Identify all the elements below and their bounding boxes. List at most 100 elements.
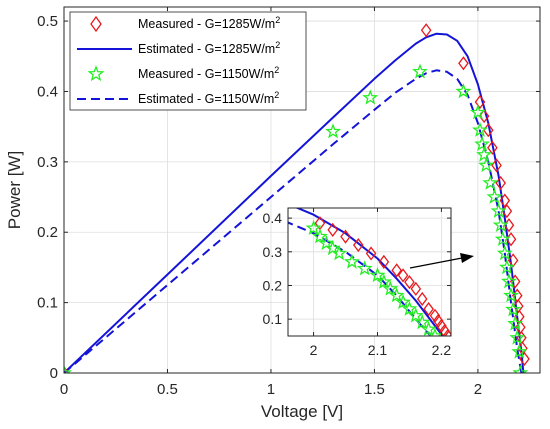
inset-measured-1150-point (395, 293, 411, 310)
main-measured-1150-point (472, 121, 488, 137)
legend-label-estimated-1150: Estimated - G=1150W/m2 (138, 90, 279, 106)
main-measured-1150-point (496, 244, 513, 261)
inset-measured-1150-point (407, 307, 424, 323)
legend-text: Estimated - G=1285W/m (138, 42, 275, 56)
inset-background (288, 208, 451, 336)
inset-measured-1150-point (388, 287, 405, 303)
main-measured-1285-point (458, 56, 469, 71)
main-x-tick-label: 0.5 (157, 381, 178, 398)
arrow-head (460, 253, 474, 263)
inset-measured-1150-point (369, 267, 386, 283)
inset-x-tick-label: 2.2 (432, 342, 452, 358)
legend-label-measured-1285: Measured - G=1285W/m2 (138, 15, 280, 31)
inset-measured-1150-point (427, 327, 443, 336)
legend-superscript: 2 (275, 40, 280, 50)
inset-x-tick-label: 2 (310, 342, 318, 358)
inset-measured-1285-point (353, 237, 364, 253)
inset-y-tick-label: 0.3 (263, 244, 283, 260)
main-measured-1150-point (511, 343, 528, 359)
main-measured-1150-point (412, 63, 428, 79)
inset-measured-1285-point (365, 246, 377, 261)
inset-measured-1150-point (128, 202, 140, 214)
main-measured-1150-point (507, 315, 524, 331)
main-measured-1150-point (478, 157, 495, 173)
main-measured-1285-point (487, 140, 498, 155)
main-series-group (64, 23, 530, 373)
inset-measured-1150-point (356, 260, 373, 276)
main-measured-1285-point (519, 351, 530, 367)
legend-box (69, 11, 307, 111)
inset-measured-1285-point (327, 222, 339, 237)
main-measured-1150-point (455, 83, 472, 99)
main-x-tick-label: 0 (60, 381, 68, 398)
y-axis-label: Power [W] (5, 151, 24, 229)
legend-item-measured-1285: Measured - G=1285W/m2 (90, 15, 280, 33)
main-y-tick-label: 0.1 (37, 295, 58, 312)
inset-y-tick-label: 0.2 (263, 277, 283, 293)
inset-measured-1285-point (340, 229, 351, 244)
main-measured-1150-point (482, 174, 499, 190)
main-x-tick-label: 1.5 (364, 381, 385, 398)
legend-superscript: 2 (274, 65, 279, 75)
inset-measured-1285-point (423, 301, 434, 317)
inset-grid (288, 208, 451, 336)
main-measured-1150-point (509, 329, 526, 345)
main-measured-1150-point (325, 123, 341, 139)
main-y-tick-label: 0.2 (37, 224, 58, 241)
main-measured-1150-point (498, 259, 515, 275)
inset-measured-1285-point (378, 254, 390, 269)
main-measured-1150-point (476, 146, 493, 162)
inset-measured-1285-point (391, 263, 402, 278)
inset-measured-1285-point (397, 268, 409, 283)
main-measured-1285-point (507, 253, 519, 268)
main-measured-1150-point (469, 104, 486, 120)
legend-text: Estimated - G=1150W/m (138, 92, 274, 106)
main-measured-1150-point (512, 364, 529, 373)
inset-x-tick-label: 2.1 (368, 342, 388, 358)
legend-diamond-marker (90, 15, 102, 33)
inset-measured-1285-point (439, 323, 450, 336)
legend-label-estimated-1285: Estimated - G=1285W/m2 (138, 40, 280, 56)
main-measured-1150-point (362, 89, 379, 105)
main-measured-1285-point (420, 23, 432, 38)
inset-y-tick-label: 0.4 (263, 210, 283, 226)
main-measured-1150-point (501, 273, 517, 289)
legend-text: Measured - G=1285W/m (138, 17, 275, 31)
inset-chart: 2 2.1 2.2 0.1 0.2 0.3 0.4 (128, 202, 462, 358)
main-x-tick-label: 2 (474, 381, 482, 398)
inset-measured-1285-point (410, 281, 422, 296)
inset-measured-1150-point (401, 300, 418, 316)
main-measured-1150-point (492, 216, 509, 233)
main-measured-1285-point (491, 158, 502, 173)
inset-measured-1150-point (343, 253, 360, 269)
main-measured-1150-point (64, 364, 72, 373)
legend-superscript: 2 (275, 15, 280, 25)
main-plot-area (64, 23, 530, 373)
main-measured-1150-point (494, 230, 511, 247)
legend-item-estimated-1285: Estimated - G=1285W/m2 (77, 40, 280, 56)
inset-estimated-1285-line (295, 208, 444, 336)
arrow-shaft (409, 257, 463, 269)
main-measured-1150-point (486, 188, 503, 204)
legend-item-measured-1150: Measured - G=1150W/m2 (87, 65, 279, 82)
legend-label-measured-1150: Measured - G=1150W/m2 (138, 65, 279, 81)
main-y-tick-label: 0.3 (37, 154, 58, 171)
main-measured-1285-point (474, 94, 486, 110)
inset-series-group (128, 202, 462, 352)
inset-plot-area (128, 202, 462, 352)
main-measured-1150-point (505, 301, 522, 317)
inset-measured-1285-point (453, 340, 462, 352)
inset-measured-1150-point (414, 314, 431, 330)
legend-superscript: 2 (274, 90, 279, 100)
inset-measured-1150-point (375, 273, 392, 289)
inset-measured-1150-point (420, 320, 437, 336)
main-x-tick-label: 1 (267, 381, 275, 398)
inset-measured-1150-point (305, 219, 322, 236)
main-y-tick-label: 0.4 (37, 83, 58, 100)
legend-item-estimated-1150: Estimated - G=1150W/m2 (77, 90, 279, 106)
main-measured-1150-point (503, 287, 519, 303)
inset-measured-1150-point (312, 228, 328, 244)
main-measured-1150-point (490, 202, 507, 218)
inset-axes-box (287, 207, 452, 337)
